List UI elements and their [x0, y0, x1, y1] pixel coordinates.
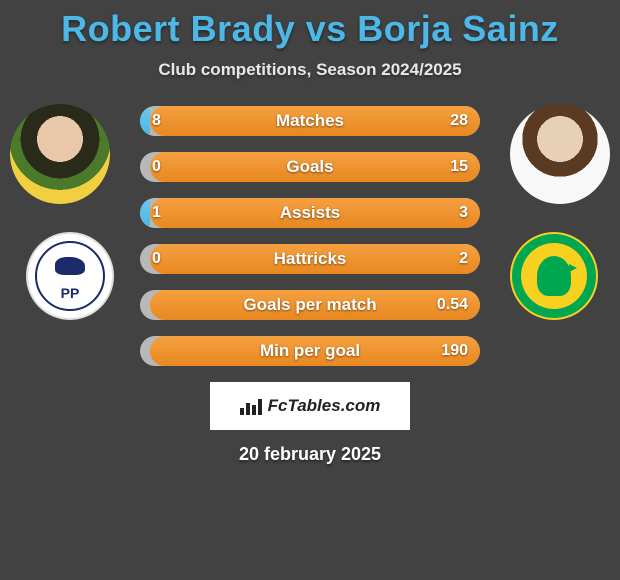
date-text: 20 february 2025 [0, 444, 620, 465]
attribution-badge: FcTables.com [210, 382, 410, 430]
club-left-crest-text: PP [61, 285, 80, 301]
stat-label: Assists [140, 198, 480, 228]
attribution-text: FcTables.com [268, 396, 381, 416]
player-left-avatar [10, 104, 110, 204]
stat-row: Assists1 3 [140, 198, 480, 228]
stat-value-left: 0 [152, 152, 161, 182]
stat-value-left: 8 [152, 106, 161, 136]
stat-label: Goals per match [140, 290, 480, 320]
page-subtitle: Club competitions, Season 2024/2025 [0, 60, 620, 80]
stat-row: Goals per match0.54 [140, 290, 480, 320]
stat-label: Matches [140, 106, 480, 136]
comparison-bars: Matches828Goals015Assists13Hattricks02Go… [140, 104, 480, 366]
club-left-crest: PP [26, 232, 114, 320]
stat-label: Hattricks [140, 244, 480, 274]
stat-row: Goals0 15 [140, 152, 480, 182]
stat-value-right: 190 [441, 336, 468, 366]
stat-value-right: 28 [450, 106, 468, 136]
stat-row: Min per goal190 [140, 336, 480, 366]
stat-value-left: 0 [152, 244, 161, 274]
comparison-panel: PP Matches828Goals015Assists13Hattricks0… [0, 104, 620, 465]
club-right-crest [510, 232, 598, 320]
bars-icon [240, 397, 262, 415]
stat-label: Goals [140, 152, 480, 182]
stat-value-right: 3 [459, 198, 468, 228]
stat-label: Min per goal [140, 336, 480, 366]
stat-value-right: 0.54 [437, 290, 468, 320]
stat-row: Matches8 28 [140, 106, 480, 136]
player-right-avatar [510, 104, 610, 204]
stat-row: Hattricks0 2 [140, 244, 480, 274]
stat-value-right: 15 [450, 152, 468, 182]
stat-value-left: 1 [152, 198, 161, 228]
stat-value-right: 2 [459, 244, 468, 274]
page-title: Robert Brady vs Borja Sainz [0, 0, 620, 50]
